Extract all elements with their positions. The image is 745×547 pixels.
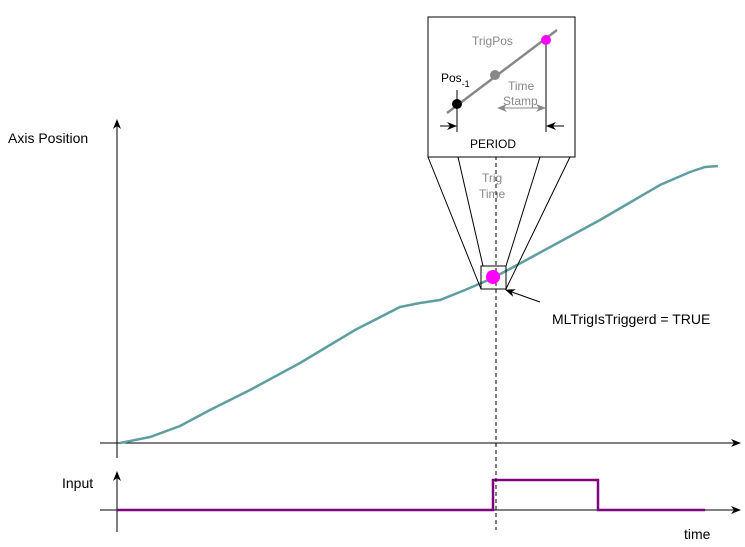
pos-prev-label: Pos-1 <box>441 71 470 89</box>
time-stamp-label: Stamp <box>503 94 538 108</box>
pos-prev-point <box>452 99 462 109</box>
input-signal <box>117 478 705 512</box>
period-label: PERIOD <box>470 137 516 151</box>
zoom-line <box>457 156 484 267</box>
time-stamp-label: Time <box>508 79 535 93</box>
trig-time-label: Trig <box>482 171 502 185</box>
zoom-source <box>480 265 507 290</box>
zoom-line <box>505 156 571 290</box>
pos-prev-subscript: -1 <box>462 79 470 89</box>
y-axis-label: Axis Position <box>8 130 88 146</box>
zoom-segment <box>446 29 558 114</box>
position-curve <box>119 164 719 445</box>
input-label: Input <box>62 475 93 491</box>
pos-point <box>541 35 551 45</box>
trigpos-label: TrigPos <box>472 34 513 48</box>
zoom-line <box>427 156 482 290</box>
x-axis-label: time <box>684 526 711 542</box>
trigger-note: MLTrigIsTriggerd = TRUE <box>552 311 710 327</box>
trigger-point <box>486 270 500 284</box>
pos-prev-base: Pos <box>441 71 462 85</box>
trig-time-label: Time <box>479 187 506 201</box>
note-arrow <box>505 289 541 303</box>
zoom-line <box>505 156 541 267</box>
trigpos-point <box>490 70 500 80</box>
